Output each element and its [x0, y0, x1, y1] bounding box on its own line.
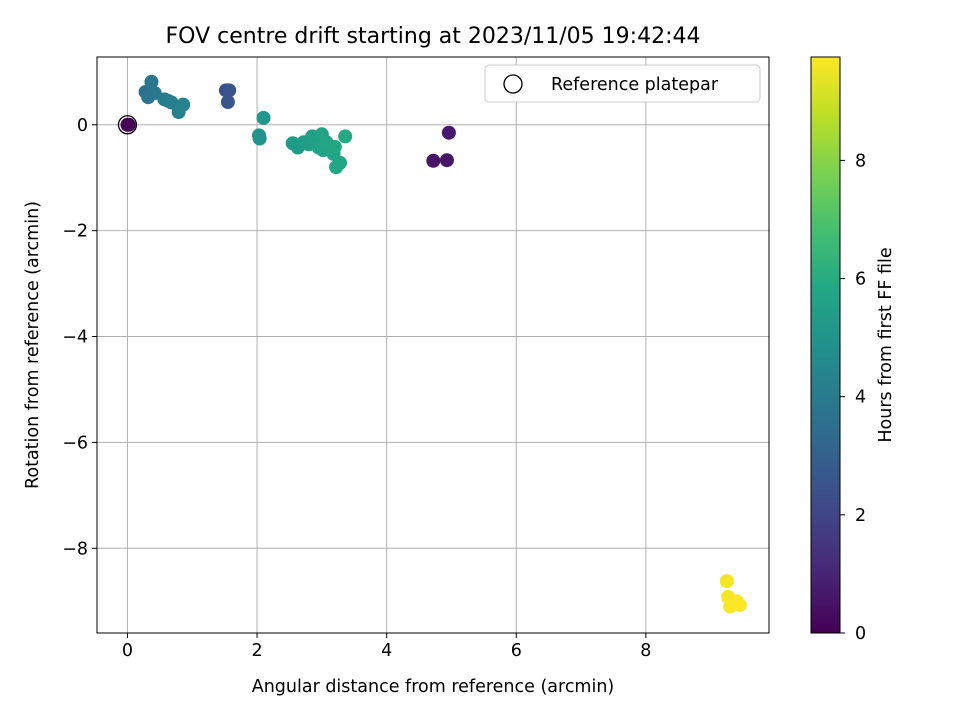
- data-point: [220, 95, 235, 109]
- colorbar-tick-label: 0: [855, 624, 866, 644]
- data-point: [327, 140, 342, 154]
- colorbar-tick-label: 4: [855, 388, 866, 408]
- data-point: [164, 95, 179, 110]
- data-point: [256, 110, 271, 125]
- data-point: [176, 97, 191, 112]
- x-tick-label: 8: [640, 641, 651, 661]
- colorbar-tick-label: 2: [855, 506, 866, 526]
- legend-marker-icon: [503, 74, 523, 94]
- colorbar: 0 2 4 6 8 Hours from first FF file: [810, 56, 896, 644]
- data-point: [338, 129, 353, 144]
- y-tick-label: −8: [62, 539, 88, 559]
- chart-title: FOV centre drift starting at 2023/11/05 …: [166, 24, 701, 49]
- x-axis-label: Angular distance from reference (arcmin): [252, 677, 615, 697]
- data-points: [117, 74, 747, 614]
- plot-area: [97, 57, 769, 633]
- y-tick-label: 0: [77, 116, 88, 136]
- colorbar-gradient: [810, 56, 841, 634]
- y-tick-label: −6: [62, 433, 88, 453]
- plot-frame: [96, 56, 770, 634]
- y-tick-label: −2: [62, 222, 88, 242]
- data-point: [333, 155, 348, 170]
- data-point: [222, 83, 237, 98]
- x-tick-label: 2: [251, 641, 262, 661]
- y-axis-label: Rotation from reference (arcmin): [23, 201, 43, 489]
- x-tick-label: 0: [122, 641, 133, 661]
- data-point: [252, 131, 267, 146]
- x-tick-label: 4: [381, 641, 392, 661]
- legend: Reference platepar: [484, 64, 761, 103]
- colorbar-tick-label: 6: [855, 270, 866, 290]
- legend-entry-reference: Reference platepar: [551, 75, 719, 95]
- data-point: [732, 597, 747, 612]
- data-point: [121, 117, 136, 132]
- data-point: [439, 153, 454, 168]
- reference-platepar-marker: [117, 115, 138, 135]
- x-axis-ticks: 0 2 4 6 8: [122, 633, 651, 661]
- data-point: [426, 153, 441, 168]
- data-point: [144, 74, 159, 89]
- legend-box: [484, 64, 761, 103]
- colorbar-ticks: 0 2 4 6 8: [840, 151, 866, 644]
- y-axis-ticks: 0 −2 −4 −6 −8: [62, 116, 97, 559]
- data-point: [441, 125, 456, 140]
- y-tick-label: −4: [62, 328, 88, 348]
- colorbar-tick-label: 8: [855, 151, 866, 171]
- colorbar-label: Hours from first FF file: [876, 247, 896, 442]
- data-point: [719, 574, 734, 589]
- grid-lines: [97, 57, 769, 633]
- x-tick-label: 6: [511, 641, 522, 661]
